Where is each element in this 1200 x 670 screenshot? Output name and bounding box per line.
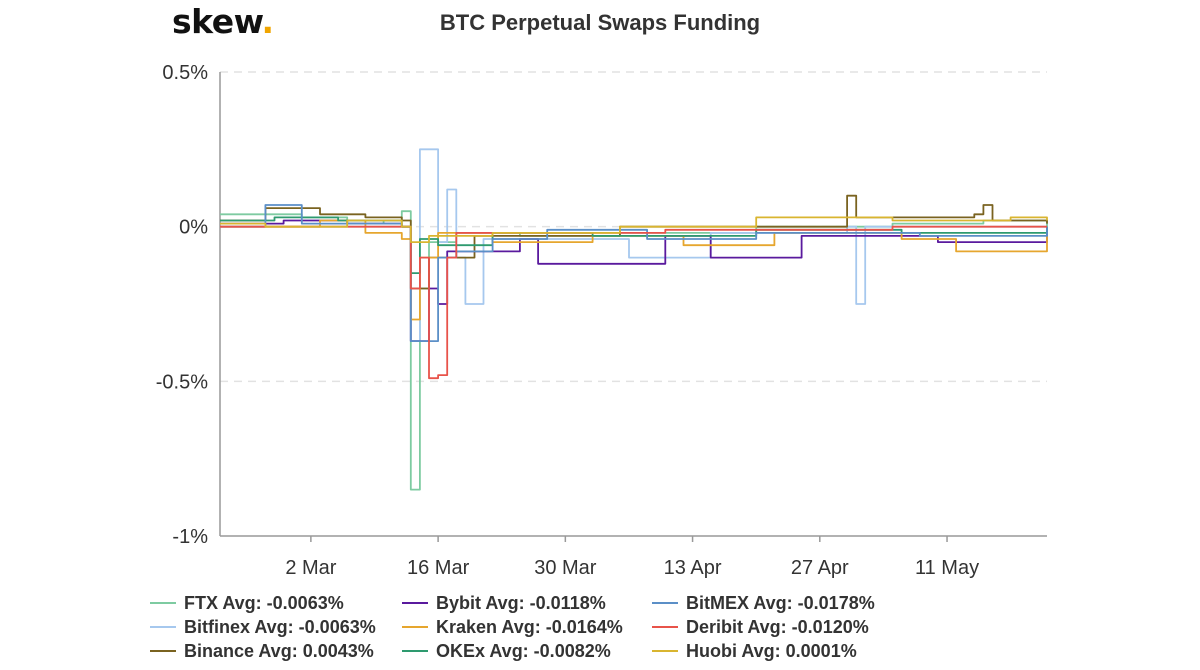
legend-label: Deribit Avg: -0.0120% (686, 616, 869, 637)
x-tick-label: 30 Mar (534, 557, 597, 579)
legend-item-ftx[interactable]: FTX Avg: -0.0063% (150, 591, 344, 615)
y-tick-label: 0% (179, 217, 208, 239)
legend-swatch (652, 650, 678, 652)
x-tick-label: 2 Mar (285, 557, 336, 579)
series-line-deribit (220, 225, 1047, 380)
x-tick-label: 13 Apr (664, 557, 722, 579)
legend-label: FTX Avg: -0.0063% (184, 592, 344, 613)
series-line-bitmex (220, 204, 1048, 342)
legend-label: Bitfinex Avg: -0.0063% (184, 616, 376, 637)
legend-swatch (150, 626, 176, 628)
legend-label: Bybit Avg: -0.0118% (436, 592, 606, 613)
series-line-ftx (220, 210, 1048, 491)
legend-label: BitMEX Avg: -0.0178% (686, 592, 875, 613)
legend-swatch (402, 650, 428, 652)
legend-swatch (652, 626, 678, 628)
legend-item-deribit[interactable]: Deribit Avg: -0.0120% (652, 615, 869, 639)
x-tick-label: 16 Mar (407, 557, 470, 579)
legend-swatch (652, 602, 678, 604)
series-line-huobi (220, 216, 1048, 243)
legend-swatch (150, 602, 176, 604)
series-line-binance (220, 194, 1048, 290)
skew-logo: skew. (172, 2, 274, 41)
x-tick-label: 27 Apr (791, 557, 849, 579)
legend-item-bitfinex[interactable]: Bitfinex Avg: -0.0063% (150, 615, 376, 639)
legend-label: Binance Avg: 0.0043% (184, 640, 374, 661)
legend-label: Huobi Avg: 0.0001% (686, 640, 857, 661)
legend-swatch (402, 602, 428, 604)
legend-label: OKEx Avg: -0.0082% (436, 640, 611, 661)
legend-item-kraken[interactable]: Kraken Avg: -0.0164% (402, 615, 623, 639)
y-tick-label: -1% (172, 526, 208, 548)
series-line-bitfinex (220, 148, 1047, 342)
legend-item-binance[interactable]: Binance Avg: 0.0043% (150, 639, 374, 663)
legend-item-bybit[interactable]: Bybit Avg: -0.0118% (402, 591, 606, 615)
chart-title: BTC Perpetual Swaps Funding (439, 10, 761, 35)
legend-label: Kraken Avg: -0.0164% (436, 616, 623, 637)
legend-item-okex[interactable]: OKEx Avg: -0.0082% (402, 639, 611, 663)
legend-item-huobi[interactable]: Huobi Avg: 0.0001% (652, 639, 857, 663)
y-tick-label: -0.5% (156, 371, 208, 393)
series-line-okex (220, 216, 1048, 274)
legend-item-bitmex[interactable]: BitMEX Avg: -0.0178% (652, 591, 875, 615)
y-tick-label: 0.5% (162, 62, 208, 84)
x-tick-label: 11 May (915, 557, 979, 579)
legend-swatch (150, 650, 176, 652)
legend-swatch (402, 626, 428, 628)
